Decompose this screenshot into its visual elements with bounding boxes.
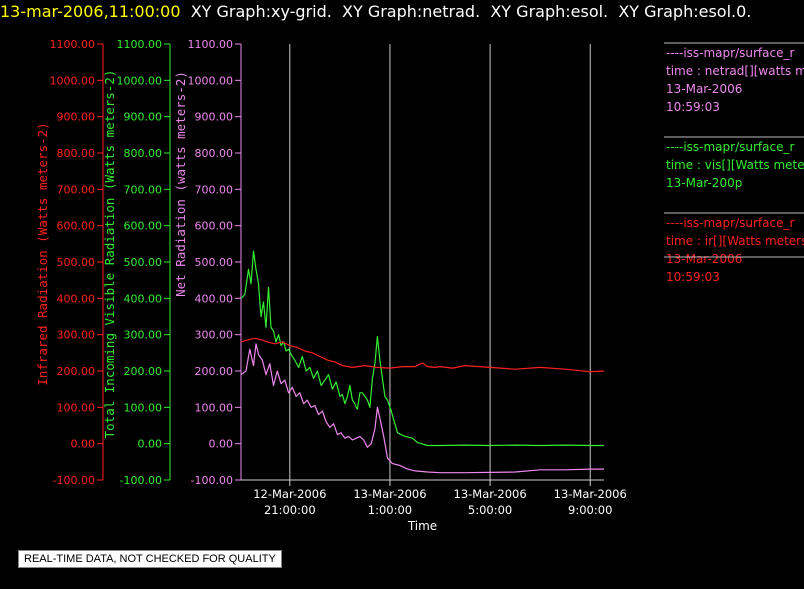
y-tick-label-2-5: 400.00 xyxy=(195,292,234,305)
x-tick-label-date-1: 13-Mar-2006 xyxy=(353,487,426,501)
graph-title-2: XY Graph:netrad. xyxy=(342,2,481,21)
y-tick-label-2-3: 200.00 xyxy=(195,365,234,378)
y-tick-label-0-4: 300.00 xyxy=(57,329,96,342)
y-tick-label-0-12: 1100.00 xyxy=(50,38,96,51)
y-tick-label-1-11: 1000.00 xyxy=(117,74,163,87)
series-line-2 xyxy=(240,343,604,474)
legend-entry-0-3: 10:59:03 xyxy=(666,100,720,114)
y-tick-label-2-4: 300.00 xyxy=(195,329,234,342)
x-tick-label-time-2: 5:00:00 xyxy=(468,503,512,517)
x-axis-title: Time xyxy=(407,519,437,533)
y-tick-label-2-8: 700.00 xyxy=(195,183,234,196)
legend-entry-1-1: time : vis[][Watts meter xyxy=(666,158,804,172)
y-tick-label-0-6: 500.00 xyxy=(57,256,96,269)
legend-entry-2-2: 13-Mar-2006 xyxy=(666,252,742,266)
y-tick-label-1-10: 900.00 xyxy=(124,111,163,124)
y-tick-label-2-1: 0.00 xyxy=(209,438,234,451)
x-tick-label-time-0: 21:00:00 xyxy=(264,503,316,517)
x-tick-label-date-2: 13-Mar-2006 xyxy=(454,487,527,501)
graph-title-bar: 13-mar-2006,11:00:00 XY Graph:xy-grid. X… xyxy=(0,2,751,24)
y-tick-label-1-6: 500.00 xyxy=(124,256,163,269)
y-tick-label-1-7: 600.00 xyxy=(124,220,163,233)
y-tick-label-1-1: 0.00 xyxy=(138,438,163,451)
x-tick-label-date-0: 12-Mar-2006 xyxy=(253,487,326,501)
y-tick-label-0-7: 600.00 xyxy=(57,220,96,233)
y-tick-label-2-11: 1000.00 xyxy=(188,74,234,87)
y-tick-label-2-9: 800.00 xyxy=(195,147,234,160)
timestamp-title: 13-mar-2006,11:00:00 xyxy=(0,2,181,21)
legend-entry-2-3: 10:59:03 xyxy=(666,270,720,284)
y-tick-label-1-9: 800.00 xyxy=(124,147,163,160)
y-tick-label-0-1: 0.00 xyxy=(71,438,96,451)
series-line-0 xyxy=(240,250,604,447)
y-tick-label-0-0: -100.00 xyxy=(53,474,95,487)
y-tick-label-1-8: 700.00 xyxy=(124,183,163,196)
y-axis-title-2: Net Radiation (watts meters-2) xyxy=(173,71,188,297)
y-axis-title-1: Total Incoming Visible Radiation (Watts … xyxy=(102,70,117,439)
legend-entry-0-2: 13-Mar-2006 xyxy=(666,82,742,96)
y-tick-label-0-2: 100.00 xyxy=(57,401,96,414)
x-tick-label-time-1: 1:00:00 xyxy=(368,503,412,517)
y-tick-label-2-10: 900.00 xyxy=(195,111,234,124)
legend-entry-0-1: time : netrad[][watts m xyxy=(666,64,804,78)
x-tick-label-date-3: 13-Mar-2006 xyxy=(554,487,627,501)
y-tick-label-2-0: -100.00 xyxy=(191,474,233,487)
y-tick-label-1-3: 200.00 xyxy=(124,365,163,378)
y-tick-label-1-4: 300.00 xyxy=(124,329,163,342)
y-tick-label-2-7: 600.00 xyxy=(195,220,234,233)
legend-entry-2-1: time : ir[][Watts meters xyxy=(666,234,804,248)
y-tick-label-0-8: 700.00 xyxy=(57,183,96,196)
legend-entry-1-2: 13-Mar-200p xyxy=(666,176,742,190)
quality-notice: REAL-TIME DATA, NOT CHECKED FOR QUALITY xyxy=(18,550,282,568)
y-tick-label-0-10: 900.00 xyxy=(57,111,96,124)
legend-entry-2-0: ----iss-mapr/surface_r xyxy=(666,216,794,230)
y-axis-title-0: Infrared Radiation (Watts meters-2) xyxy=(35,122,50,385)
graph-title-1: XY Graph:xy-grid. xyxy=(190,2,332,21)
y-tick-label-0-9: 800.00 xyxy=(57,147,96,160)
y-tick-label-0-5: 400.00 xyxy=(57,292,96,305)
y-tick-label-2-6: 500.00 xyxy=(195,256,234,269)
y-tick-label-0-3: 200.00 xyxy=(57,365,96,378)
y-tick-label-2-2: 100.00 xyxy=(195,401,234,414)
y-tick-label-2-12: 1100.00 xyxy=(188,38,234,51)
x-tick-label-time-3: 9:00:00 xyxy=(568,503,612,517)
graph-title-4: XY Graph:esol.0. xyxy=(618,2,752,21)
y-tick-label-1-0: -100.00 xyxy=(120,474,162,487)
y-tick-label-1-12: 1100.00 xyxy=(117,38,163,51)
y-tick-label-0-11: 1000.00 xyxy=(50,74,96,87)
legend-entry-0-0: ----iss-mapr/surface_r xyxy=(666,46,794,60)
graph-title-3: XY Graph:esol. xyxy=(490,2,609,21)
legend-entry-1-0: ----iss-mapr/surface_r xyxy=(666,140,794,154)
y-tick-label-1-2: 100.00 xyxy=(124,401,163,414)
series-line-1 xyxy=(240,337,605,373)
y-tick-label-1-5: 400.00 xyxy=(124,292,163,305)
